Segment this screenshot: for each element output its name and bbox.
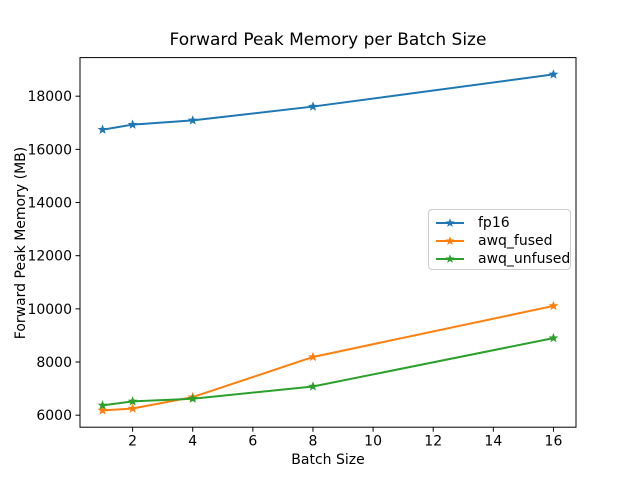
- series-marker-star-icon: [548, 300, 559, 311]
- x-axis-label: Batch Size: [291, 452, 365, 468]
- legend-item-awq-fused: awq_fused: [435, 232, 564, 250]
- series-line-awq_fused: [102, 304, 554, 412]
- legend-swatch-line-star-icon: [436, 236, 464, 245]
- series-marker-star-icon: [127, 119, 138, 129]
- series-marker-star-icon: [548, 69, 559, 79]
- x-tick-label: 4: [188, 434, 197, 450]
- series-line-awq_unfused: [102, 337, 554, 407]
- series-marker-star-icon: [127, 403, 138, 413]
- legend: fp16 awq_fused awq_unfused: [428, 209, 571, 270]
- y-tick-label: 6000: [36, 408, 72, 424]
- series-marker-star-icon: [308, 351, 318, 362]
- series-marker-star-icon: [187, 115, 198, 125]
- series-marker-star-icon: [97, 400, 108, 410]
- x-tick-label: 10: [364, 434, 382, 450]
- series-marker-star-icon: [308, 101, 318, 111]
- x-tick-label: 12: [424, 434, 442, 450]
- chart-title: Forward Peak Memory per Batch Size: [169, 30, 487, 50]
- legend-item-awq-unfused: awq_unfused: [435, 250, 570, 268]
- y-tick-label: 14000: [27, 196, 72, 212]
- y-tick-label: 8000: [36, 355, 72, 371]
- series-marker-star-icon: [187, 393, 198, 403]
- x-tick-label: 14: [484, 434, 502, 450]
- series-marker-star-icon: [97, 124, 108, 134]
- x-tick-label: 8: [309, 434, 318, 450]
- legend-label: awq_fused: [478, 233, 553, 249]
- series-marker-star-icon: [97, 405, 108, 415]
- y-tick-label: 12000: [27, 249, 72, 265]
- legend-label: awq_unfused: [478, 251, 571, 267]
- x-tick-label: 6: [248, 434, 257, 450]
- legend-swatch-line-star-icon: [436, 254, 464, 263]
- series-marker-star-icon: [127, 396, 138, 406]
- legend-item-fp16: fp16: [435, 214, 564, 232]
- y-tick-label: 16000: [27, 142, 72, 158]
- legend-swatch-line-star-icon: [436, 218, 464, 227]
- legend-label: fp16: [478, 215, 510, 231]
- x-tick-label: 16: [545, 434, 563, 450]
- y-tick-label: 10000: [27, 302, 72, 318]
- series-marker-star-icon: [548, 332, 559, 343]
- series-line-fp16: [102, 73, 554, 131]
- y-axis-label: Forward Peak Memory (MB): [13, 146, 29, 340]
- axes-frame: [79, 57, 577, 428]
- y-tick-label: 18000: [27, 89, 72, 105]
- series-marker-star-icon: [308, 381, 318, 391]
- x-tick-label: 2: [128, 434, 137, 450]
